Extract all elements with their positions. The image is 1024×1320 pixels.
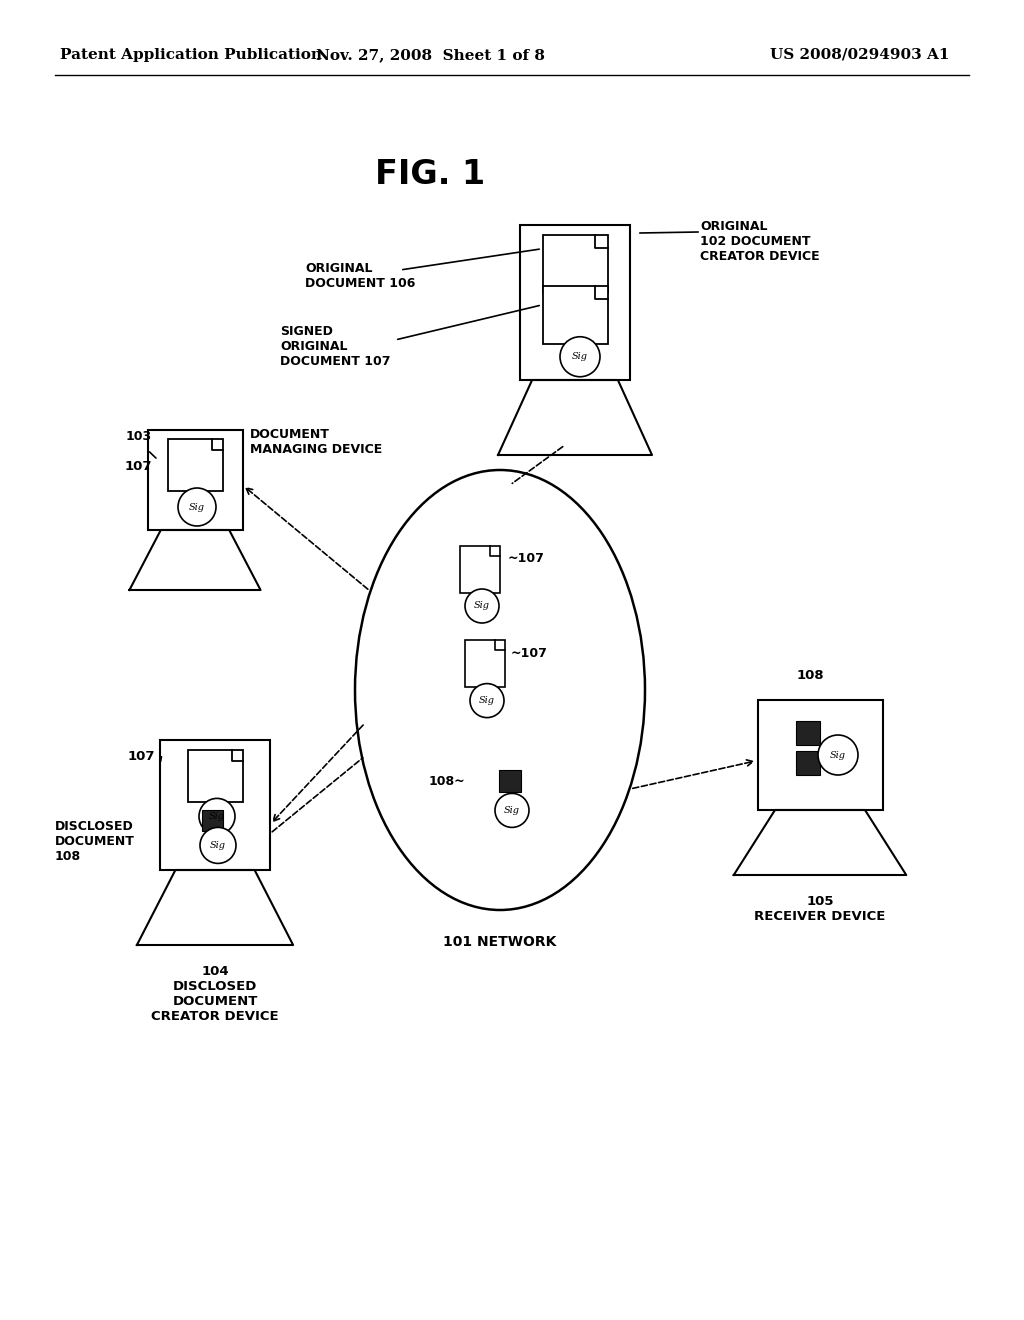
Circle shape [818,735,858,775]
Circle shape [200,828,236,863]
Text: Sig: Sig [572,352,588,362]
Polygon shape [129,531,260,590]
FancyBboxPatch shape [796,751,820,775]
Text: ORIGINAL
DOCUMENT 106: ORIGINAL DOCUMENT 106 [305,261,416,290]
Text: DOCUMENT
MANAGING DEVICE: DOCUMENT MANAGING DEVICE [250,428,382,455]
Text: 108~: 108~ [428,775,465,788]
Circle shape [560,337,600,376]
Text: Sig: Sig [210,841,226,850]
Text: ~107: ~107 [511,647,548,660]
Circle shape [199,799,234,834]
Text: US 2008/0294903 A1: US 2008/0294903 A1 [770,48,949,62]
Text: ORIGINAL
102 DOCUMENT
CREATOR DEVICE: ORIGINAL 102 DOCUMENT CREATOR DEVICE [700,220,819,263]
Circle shape [465,589,499,623]
Ellipse shape [355,470,645,909]
Text: Sig: Sig [474,602,490,610]
FancyBboxPatch shape [460,545,500,593]
FancyBboxPatch shape [543,235,607,293]
Text: Sig: Sig [479,696,495,705]
Circle shape [178,488,216,525]
FancyBboxPatch shape [187,750,243,803]
FancyBboxPatch shape [796,721,820,744]
Polygon shape [734,810,906,875]
Text: 105
RECEIVER DEVICE: 105 RECEIVER DEVICE [755,895,886,923]
Polygon shape [498,380,652,455]
Circle shape [495,793,529,828]
Text: Sig: Sig [209,812,225,821]
Text: 107: 107 [125,459,152,473]
Text: Sig: Sig [504,807,520,814]
FancyBboxPatch shape [758,700,883,810]
FancyBboxPatch shape [202,810,222,830]
FancyBboxPatch shape [499,771,521,792]
Text: 107: 107 [128,750,155,763]
Text: 103: 103 [126,430,152,444]
Text: 101 NETWORK: 101 NETWORK [443,935,557,949]
Text: ~107: ~107 [508,553,545,565]
Text: 108: 108 [797,669,824,682]
Text: Sig: Sig [189,503,205,511]
FancyBboxPatch shape [147,430,243,531]
Text: Patent Application Publication: Patent Application Publication [60,48,322,62]
Text: DISCLOSED
DOCUMENT
108: DISCLOSED DOCUMENT 108 [55,820,135,863]
FancyBboxPatch shape [543,286,607,345]
Text: FIG. 1: FIG. 1 [375,158,485,191]
Text: Nov. 27, 2008  Sheet 1 of 8: Nov. 27, 2008 Sheet 1 of 8 [315,48,545,62]
FancyBboxPatch shape [160,741,270,870]
FancyBboxPatch shape [520,224,630,380]
Text: SIGNED
ORIGINAL
DOCUMENT 107: SIGNED ORIGINAL DOCUMENT 107 [280,325,390,368]
Text: Sig: Sig [830,751,846,759]
Circle shape [470,684,504,718]
Text: 104
DISCLOSED
DOCUMENT
CREATOR DEVICE: 104 DISCLOSED DOCUMENT CREATOR DEVICE [152,965,279,1023]
FancyBboxPatch shape [465,640,505,688]
FancyBboxPatch shape [168,440,222,491]
Polygon shape [137,870,293,945]
